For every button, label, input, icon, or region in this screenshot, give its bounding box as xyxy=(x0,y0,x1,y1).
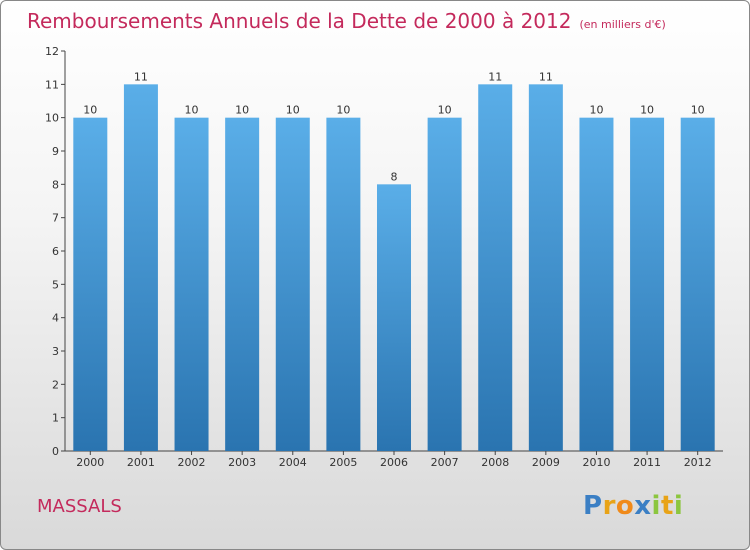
commune-name: MASSALS xyxy=(37,496,122,517)
data-label-2012: 10 xyxy=(691,104,705,117)
logo-letter: x xyxy=(634,491,652,521)
logo-letter: i xyxy=(673,491,684,521)
bar-2005 xyxy=(326,117,361,452)
data-label-2010: 10 xyxy=(589,104,603,117)
data-label-2008: 11 xyxy=(488,70,502,83)
y-tick-label: 10 xyxy=(45,112,59,125)
logo-letter: t xyxy=(660,491,674,521)
x-tick-label: 2001 xyxy=(127,456,155,469)
x-tick-label: 2009 xyxy=(532,456,560,469)
y-tick-label: 7 xyxy=(52,212,59,225)
bar-2011 xyxy=(630,117,665,452)
bar-2008 xyxy=(478,84,513,451)
x-tick-label: 2000 xyxy=(76,456,104,469)
y-tick-label: 11 xyxy=(45,78,59,91)
bar-2002 xyxy=(174,117,209,452)
logo-letter: P xyxy=(583,491,603,521)
y-tick-label: 9 xyxy=(52,145,59,158)
x-tick-label: 2005 xyxy=(329,456,357,469)
bar-2003 xyxy=(225,117,260,452)
bar-2012 xyxy=(680,117,715,452)
y-tick-label: 12 xyxy=(45,45,59,58)
y-tick-label: 0 xyxy=(52,445,59,458)
y-tick-label: 8 xyxy=(52,178,59,191)
y-tick-label: 6 xyxy=(52,245,59,258)
x-tick-label: 2006 xyxy=(380,456,408,469)
data-label-2003: 10 xyxy=(235,104,249,117)
bar-2007 xyxy=(427,117,462,452)
proxiti-logo: Proxiti xyxy=(583,491,683,521)
y-tick-label: 3 xyxy=(52,345,59,358)
data-label-2007: 10 xyxy=(438,104,452,117)
data-label-2004: 10 xyxy=(286,104,300,117)
y-tick-label: 5 xyxy=(52,278,59,291)
data-label-2001: 11 xyxy=(134,70,148,83)
data-label-2000: 10 xyxy=(83,104,97,117)
logo-letter: i xyxy=(651,491,661,521)
x-tick-label: 2011 xyxy=(633,456,661,469)
bar-2004 xyxy=(275,117,310,452)
data-label-2005: 10 xyxy=(336,104,350,117)
x-tick-label: 2008 xyxy=(481,456,509,469)
bar-2001 xyxy=(123,84,158,451)
x-tick-label: 2003 xyxy=(228,456,256,469)
x-tick-label: 2004 xyxy=(279,456,307,469)
logo-letter: o xyxy=(615,491,635,521)
y-tick-label: 2 xyxy=(52,378,59,391)
data-label-2002: 10 xyxy=(185,104,199,117)
x-tick-label: 2010 xyxy=(582,456,610,469)
bar-2000 xyxy=(73,117,108,452)
y-tick-label: 4 xyxy=(52,312,59,325)
data-label-2006: 8 xyxy=(391,170,398,183)
bar-2006 xyxy=(377,184,411,452)
x-tick-label: 2002 xyxy=(178,456,206,469)
logo-letter: r xyxy=(602,491,616,521)
x-tick-label: 2007 xyxy=(431,456,459,469)
data-label-2011: 10 xyxy=(640,104,654,117)
y-tick-label: 1 xyxy=(52,412,59,425)
chart-subtitle: (en milliers d'€) xyxy=(579,18,666,31)
bar-2009 xyxy=(528,84,563,451)
chart-title-text: Remboursements Annuels de la Dette de 20… xyxy=(27,9,572,33)
chart-title: Remboursements Annuels de la Dette de 20… xyxy=(27,9,666,33)
data-label-2009: 11 xyxy=(539,70,553,83)
bar-2010 xyxy=(579,117,614,452)
x-tick-label: 2012 xyxy=(684,456,712,469)
